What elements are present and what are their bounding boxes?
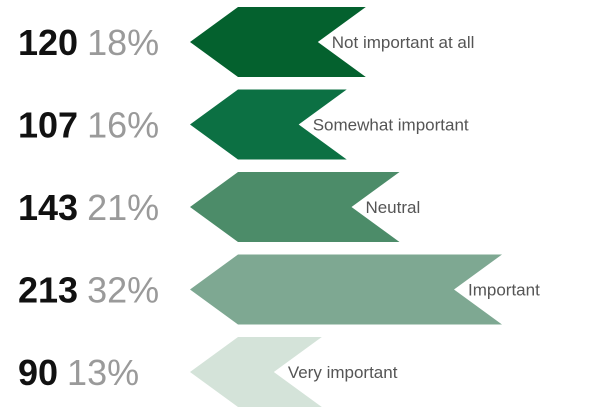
chevron-bar — [190, 172, 400, 242]
percent-label: 18% — [87, 22, 159, 63]
category-label: Neutral — [365, 198, 420, 217]
count-label: 90 — [18, 352, 58, 393]
chevron-bar — [190, 89, 347, 160]
value-label: 143 21% — [18, 187, 159, 228]
value-label: 213 32% — [18, 270, 159, 311]
value-label: 107 16% — [18, 105, 159, 146]
count-label: 213 — [18, 270, 78, 311]
percent-label: 13% — [67, 352, 139, 393]
category-label: Not important at all — [332, 33, 475, 52]
percent-label: 32% — [87, 270, 159, 311]
percent-label: 16% — [87, 105, 159, 146]
value-label: 90 13% — [18, 352, 139, 393]
chevron-bar — [190, 254, 502, 325]
chevron-bar — [190, 7, 366, 77]
category-label: Important — [468, 281, 540, 300]
percent-label: 21% — [87, 187, 159, 228]
category-label: Somewhat important — [313, 116, 469, 135]
count-label: 120 — [18, 22, 78, 63]
count-label: 143 — [18, 187, 78, 228]
chevron-bar — [190, 337, 322, 407]
count-label: 107 — [18, 105, 78, 146]
value-label: 120 18% — [18, 22, 159, 63]
category-label: Very important — [288, 363, 398, 382]
